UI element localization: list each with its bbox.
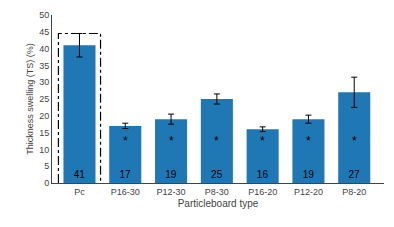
svg-text:*: * bbox=[260, 134, 265, 148]
svg-text:0: 0 bbox=[44, 178, 49, 188]
svg-text:*: * bbox=[214, 134, 219, 148]
svg-text:*: * bbox=[306, 134, 311, 148]
svg-text:P12-20: P12-20 bbox=[294, 187, 323, 197]
svg-text:20: 20 bbox=[39, 111, 49, 121]
svg-text:15: 15 bbox=[39, 128, 49, 138]
svg-text:35: 35 bbox=[39, 61, 49, 71]
svg-text:P8-30: P8-30 bbox=[205, 187, 229, 197]
svg-text:25: 25 bbox=[39, 94, 49, 104]
svg-text:16: 16 bbox=[257, 169, 269, 180]
svg-text:*: * bbox=[169, 134, 174, 148]
svg-text:17: 17 bbox=[119, 169, 131, 180]
svg-text:41: 41 bbox=[74, 169, 86, 180]
svg-text:50: 50 bbox=[39, 10, 49, 20]
svg-text:25: 25 bbox=[211, 169, 223, 180]
svg-text:40: 40 bbox=[39, 44, 49, 54]
svg-text:P16-30: P16-30 bbox=[111, 187, 140, 197]
svg-text:10: 10 bbox=[39, 145, 49, 155]
svg-text:Pc: Pc bbox=[74, 187, 85, 197]
svg-text:Particleboard type: Particleboard type bbox=[178, 198, 259, 209]
svg-text:5: 5 bbox=[44, 161, 49, 171]
svg-text:P12-30: P12-30 bbox=[157, 187, 186, 197]
svg-text:P8-20: P8-20 bbox=[342, 187, 366, 197]
svg-text:19: 19 bbox=[303, 169, 315, 180]
svg-text:30: 30 bbox=[39, 77, 49, 87]
svg-text:*: * bbox=[352, 134, 357, 148]
svg-text:P16-20: P16-20 bbox=[248, 187, 277, 197]
svg-text:27: 27 bbox=[348, 169, 360, 180]
svg-text:19: 19 bbox=[165, 169, 177, 180]
svg-text:Thickness swelling (TS) (%): Thickness swelling (TS) (%) bbox=[25, 43, 35, 155]
svg-text:*: * bbox=[123, 134, 128, 148]
svg-text:45: 45 bbox=[39, 27, 49, 37]
